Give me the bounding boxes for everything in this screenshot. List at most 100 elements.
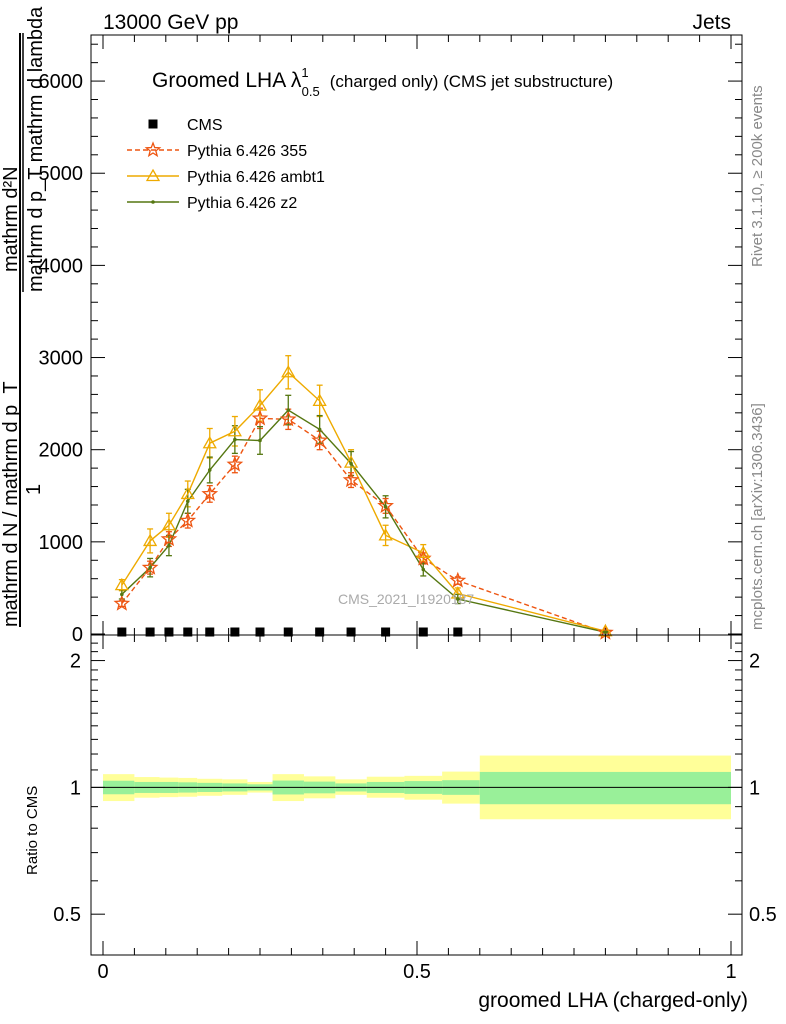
marker-pythia-6-426-ambt1 bbox=[114, 577, 129, 591]
series-markers bbox=[113, 364, 614, 640]
marker-pythia-6-426-z2 bbox=[167, 543, 171, 548]
main-y-tick-label: 2000 bbox=[39, 440, 84, 462]
marker-cms bbox=[283, 627, 293, 637]
marker-pythia-6-426-z2 bbox=[349, 461, 353, 466]
main-y-tick-label: 5000 bbox=[39, 163, 84, 185]
marker-pythia-6-426-z2 bbox=[120, 592, 124, 597]
marker-pythia-6-426-ambt1 bbox=[227, 423, 243, 437]
marker-pythia-6-426-z2 bbox=[148, 565, 152, 570]
legend-marker bbox=[144, 141, 162, 158]
marker-cms bbox=[418, 627, 428, 637]
marker-pythia-6-426-ambt1 bbox=[378, 528, 393, 541]
marker-cms bbox=[205, 627, 215, 637]
x-tick-labels: 0 0.5 1 bbox=[97, 961, 736, 983]
main-y-axis-label: 1 mathrm d N / mathrm d p_T mathrm d²N m… bbox=[0, 6, 47, 627]
marker-pythia-6-426-ambt1 bbox=[252, 398, 268, 411]
main-plot-frame bbox=[90, 34, 743, 636]
y-label-top: mathrm d²N bbox=[0, 166, 22, 272]
marker-cms bbox=[117, 627, 127, 637]
marker-cms bbox=[255, 627, 265, 637]
y-label-denominator: mathrm d N / mathrm d p_T bbox=[0, 381, 22, 627]
main-y-tick-labels: 1000 2000 3000 4000 5000 6000 0 bbox=[39, 71, 84, 646]
marker-pythia-6-426-355 bbox=[449, 571, 467, 588]
marker-pythia-6-426-355 bbox=[179, 511, 197, 528]
marker-pythia-6-426-355 bbox=[160, 530, 178, 547]
plot-title-sub: 0.5 bbox=[302, 84, 320, 99]
marker-pythia-6-426-ambt1 bbox=[161, 517, 177, 531]
analysis-watermark: CMS_2021_I1920187 bbox=[338, 591, 474, 607]
legend-label: CMS bbox=[187, 117, 223, 134]
marker-pythia-6-426-z2 bbox=[207, 468, 212, 472]
marker-pythia-6-426-355 bbox=[226, 455, 244, 472]
ratio-y-axis-label: Ratio to CMS bbox=[24, 786, 41, 875]
marker-pythia-6-426-z2 bbox=[185, 499, 190, 504]
marker-pythia-6-426-ambt1 bbox=[202, 435, 217, 449]
marker-pythia-6-426-355 bbox=[377, 497, 394, 514]
series-lines bbox=[121, 371, 606, 634]
legend-label: Pythia 6.426 355 bbox=[187, 143, 307, 160]
source-label: mcplots.cern.ch [arXiv:1306.3436] bbox=[749, 403, 766, 630]
marker-pythia-6-426-z2 bbox=[383, 505, 388, 509]
y-label-numerator: 1 bbox=[23, 484, 45, 495]
y-label-bottom: mathrm d p_T mathrm d lambda bbox=[25, 6, 47, 292]
marker-cms bbox=[183, 627, 193, 637]
marker-pythia-6-426-355 bbox=[342, 471, 360, 488]
marker-cms bbox=[145, 627, 155, 637]
marker-cms bbox=[164, 627, 174, 637]
x-tick-label: 0 bbox=[97, 961, 108, 983]
main-y-tick-label: 1000 bbox=[39, 532, 84, 554]
rivet-version-label: Rivet 3.1.10, ≥ 200k events bbox=[749, 85, 766, 267]
marker-pythia-6-426-z2 bbox=[317, 427, 322, 432]
legend-marker bbox=[148, 119, 158, 129]
ratio-y-tick-label-right: 2 bbox=[749, 651, 760, 673]
ratio-y-tick-label-right: 0.5 bbox=[749, 904, 777, 926]
legend: CMS Pythia 6.426 355 Pythia 6.426 ambt1 Pyt… bbox=[127, 117, 325, 212]
plot-title-sup: 1 bbox=[301, 65, 308, 80]
ratio-axis-ticks bbox=[91, 634, 742, 956]
marker-cms bbox=[230, 627, 240, 637]
category-label: Jets bbox=[692, 11, 731, 34]
marker-pythia-6-426-355 bbox=[279, 410, 297, 427]
main-y-tick-label: 6000 bbox=[39, 71, 84, 93]
ratio-y-tick-label-left: 0.5 bbox=[53, 904, 81, 926]
series-line-pythia-6-426-z2 bbox=[121, 409, 606, 633]
ratio-y-tick-label-right: 1 bbox=[749, 777, 760, 799]
marker-pythia-6-426-355 bbox=[251, 409, 269, 426]
main-y-tick-label-zero: 0 bbox=[72, 624, 83, 646]
legend-label: Pythia 6.426 ambt1 bbox=[187, 169, 325, 186]
marker-pythia-6-426-z2 bbox=[233, 437, 237, 442]
x-tick-label: 1 bbox=[725, 961, 736, 983]
plot-title-main: Groomed LHA λ bbox=[152, 69, 302, 92]
marker-pythia-6-426-355 bbox=[201, 485, 219, 502]
legend-label: Pythia 6.426 z2 bbox=[187, 195, 297, 212]
x-axis-label: groomed LHA (charged-only) bbox=[478, 989, 748, 1012]
marker-pythia-6-426-z2 bbox=[258, 438, 262, 443]
marker-pythia-6-426-ambt1 bbox=[180, 486, 195, 500]
marker-pythia-6-426-z2 bbox=[603, 630, 608, 634]
x-tick-label: 0.5 bbox=[403, 961, 431, 983]
series-line-pythia-6-426-ambt1 bbox=[121, 371, 606, 632]
marker-cms bbox=[381, 627, 391, 637]
ratio-y-tick-label-left: 2 bbox=[70, 651, 81, 673]
marker-pythia-6-426-ambt1 bbox=[312, 393, 327, 407]
marker-pythia-6-426-355 bbox=[311, 431, 329, 448]
marker-pythia-6-426-355 bbox=[141, 558, 159, 575]
marker-pythia-6-426-ambt1 bbox=[281, 364, 296, 378]
ratio-y-tick-label-left: 1 bbox=[70, 777, 81, 799]
legend-marker bbox=[151, 200, 155, 204]
legend-marker bbox=[145, 168, 161, 182]
marker-cms bbox=[453, 627, 463, 637]
marker-pythia-6-426-ambt1 bbox=[343, 455, 359, 468]
ratio-y-tick-labels: 0.5 0.5 1 1 2 2 bbox=[53, 651, 777, 927]
ratio-band-inner bbox=[479, 771, 731, 805]
marker-cms bbox=[346, 627, 356, 637]
main-y-tick-label: 4000 bbox=[39, 255, 84, 277]
marker-pythia-6-426-z2 bbox=[286, 408, 291, 412]
plot-title-suffix: (charged only) (CMS jet substructure) bbox=[330, 72, 613, 91]
series-line-pythia-6-426-355 bbox=[121, 417, 606, 634]
marker-pythia-6-426-355 bbox=[113, 594, 131, 611]
marker-pythia-6-426-ambt1 bbox=[416, 545, 431, 559]
marker-pythia-6-426-z2 bbox=[456, 597, 460, 601]
energy-label: 13000 GeV pp bbox=[103, 11, 238, 34]
